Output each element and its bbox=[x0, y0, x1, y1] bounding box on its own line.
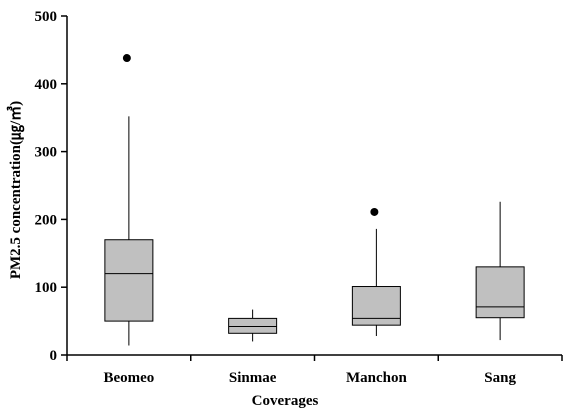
x-tick-label: Sinmae bbox=[229, 370, 277, 386]
y-tick-label: 100 bbox=[35, 280, 58, 296]
x-axis-title: Coverages bbox=[252, 393, 319, 409]
box-group-sinmae bbox=[228, 309, 278, 342]
x-ticks: Beomeo Sinmae Manchon Sang bbox=[66, 355, 563, 386]
y-ticks: 0 100 200 300 400 500 bbox=[35, 9, 67, 364]
x-tick-label: Beomeo bbox=[103, 370, 154, 386]
y-tick-label: 0 bbox=[50, 348, 58, 364]
x-tick-label: Manchon bbox=[346, 370, 408, 386]
box-group-manchon bbox=[351, 207, 401, 337]
box bbox=[475, 266, 525, 319]
outlier-point bbox=[370, 207, 379, 216]
box bbox=[104, 239, 154, 322]
y-axis-title: PM2.5 concentration(㎍/㎥) bbox=[6, 101, 25, 279]
box-group-beomeo bbox=[104, 54, 154, 346]
box-group-sang bbox=[475, 201, 525, 341]
boxes bbox=[104, 54, 525, 346]
y-tick-label: 200 bbox=[35, 212, 58, 228]
box bbox=[351, 286, 401, 326]
x-tick-label: Sang bbox=[484, 370, 516, 386]
outlier-point bbox=[122, 54, 131, 63]
y-tick-label: 300 bbox=[35, 145, 58, 161]
y-tick-label: 500 bbox=[35, 9, 58, 25]
y-tick-label: 400 bbox=[35, 77, 58, 93]
box bbox=[228, 317, 278, 334]
